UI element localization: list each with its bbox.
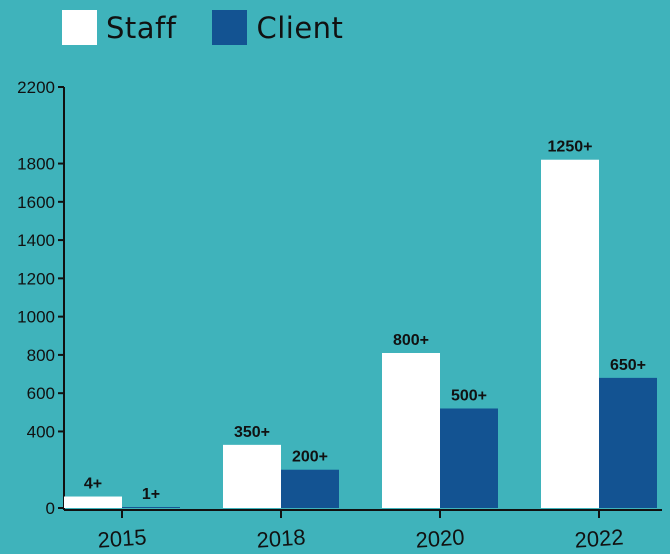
- y-tick-label: 1800: [17, 155, 55, 174]
- bar-staff-2015: [64, 496, 122, 508]
- data-label-staff-2015: 4+: [84, 476, 102, 493]
- bar-client-2020: [440, 408, 498, 508]
- data-label-staff-2022: 1250+: [548, 139, 593, 156]
- data-label-staff-2020: 800+: [393, 332, 429, 349]
- bar-client-2018: [281, 469, 339, 508]
- x-tick-label: 2015: [97, 524, 148, 552]
- bar-client-2015: [122, 507, 180, 508]
- x-tick-label: 2018: [256, 524, 307, 552]
- y-tick-label: 600: [27, 384, 55, 403]
- y-tick-label: 1200: [17, 269, 55, 288]
- data-label-client-2022: 650+: [610, 357, 646, 374]
- y-tick-label: 2200: [17, 78, 55, 97]
- data-label-client-2020: 500+: [451, 387, 487, 404]
- legend-label-client: Client: [256, 10, 344, 45]
- data-label-client-2018: 200+: [292, 449, 328, 466]
- y-tick-label: 800: [27, 346, 55, 365]
- legend-swatch-client: [212, 10, 248, 45]
- bar-staff-2020: [382, 352, 440, 508]
- legend-swatch-staff: [62, 10, 97, 45]
- data-label-staff-2018: 350+: [234, 424, 270, 441]
- data-label-client-2015: 1+: [142, 486, 160, 503]
- bar-staff-2018: [223, 444, 281, 508]
- y-tick-label: 1400: [17, 231, 55, 250]
- y-tick-label: 1000: [17, 308, 55, 327]
- x-tick-label: 2022: [574, 524, 625, 552]
- chart-legend: Staff Client: [62, 10, 379, 45]
- x-tick-label: 2020: [415, 524, 466, 552]
- y-tick-label: 0: [46, 499, 55, 518]
- bar-client-2022: [599, 377, 657, 508]
- bar-staff-2022: [541, 159, 599, 508]
- y-tick-label: 1600: [17, 193, 55, 212]
- legend-item-client: Client: [212, 10, 343, 45]
- legend-item-staff: Staff: [62, 10, 176, 45]
- y-tick-label: 400: [27, 422, 55, 441]
- legend-label-staff: Staff: [106, 10, 177, 45]
